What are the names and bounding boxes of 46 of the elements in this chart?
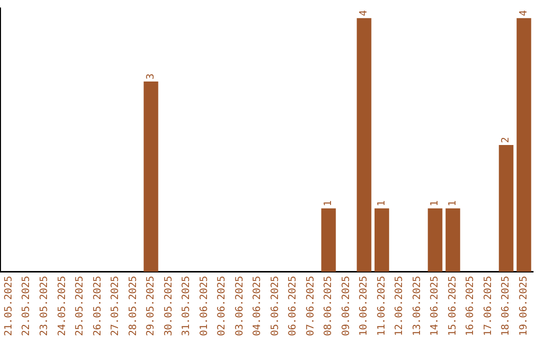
x-tick-label: 15.06.2025 [447, 276, 458, 336]
x-tick-label: 06.06.2025 [288, 276, 299, 336]
bar [446, 208, 460, 272]
x-tick-label: 29.05.2025 [146, 276, 157, 336]
x-tick-label: 04.06.2025 [252, 276, 264, 336]
x-tick-label: 08.06.2025 [323, 276, 334, 336]
x-tick-label: 16.06.2025 [465, 276, 476, 336]
x-tick-label: 09.06.2025 [340, 276, 352, 336]
data-label: 4 [358, 10, 370, 16]
data-label: 3 [146, 74, 157, 80]
bar [428, 208, 442, 272]
data-label: 1 [323, 200, 334, 206]
bar [144, 82, 158, 272]
data-label: 1 [376, 200, 388, 206]
data-label: 2 [500, 136, 512, 143]
bar [356, 18, 372, 272]
x-tick-label: 27.05.2025 [110, 276, 122, 336]
x-tick-label: 18.06.2025 [500, 276, 512, 336]
x-tick-label: 31.05.2025 [181, 276, 192, 336]
x-tick-label: 13.06.2025 [412, 276, 423, 336]
bar [498, 144, 514, 272]
x-tick-label: 01.06.2025 [198, 276, 210, 336]
x-tick-label: 03.06.2025 [234, 276, 246, 336]
data-label: 4 [518, 10, 530, 16]
x-tick-label: 11.06.2025 [376, 276, 388, 336]
data-label: 1 [447, 200, 458, 206]
data-label: 1 [430, 200, 441, 206]
x-tick-label: 21.05.2025 [3, 276, 14, 336]
x-tick-label: 26.05.2025 [92, 276, 104, 336]
x-tick-label: 10.06.2025 [358, 276, 370, 336]
x-tick-label: 05.06.2025 [270, 276, 281, 336]
x-tick-label: 02.06.2025 [216, 276, 228, 336]
x-tick-label: 25.05.2025 [74, 276, 86, 336]
x-tick-label: 19.06.2025 [518, 276, 530, 336]
bar [516, 18, 532, 272]
bar [321, 208, 336, 272]
x-tick-label: 24.05.2025 [56, 276, 68, 336]
x-tick-label: 30.05.2025 [163, 276, 174, 336]
x-tick-label: 22.05.2025 [21, 276, 32, 336]
bar [374, 208, 390, 272]
x-tick-label: 12.06.2025 [394, 276, 406, 336]
x-tick-label: 28.05.2025 [128, 276, 139, 336]
x-tick-label: 17.06.2025 [482, 276, 494, 336]
x-tick-label: 23.05.2025 [38, 276, 50, 336]
x-tick-label: 14.06.2025 [430, 276, 441, 336]
x-tick-label: 07.06.2025 [305, 276, 316, 336]
